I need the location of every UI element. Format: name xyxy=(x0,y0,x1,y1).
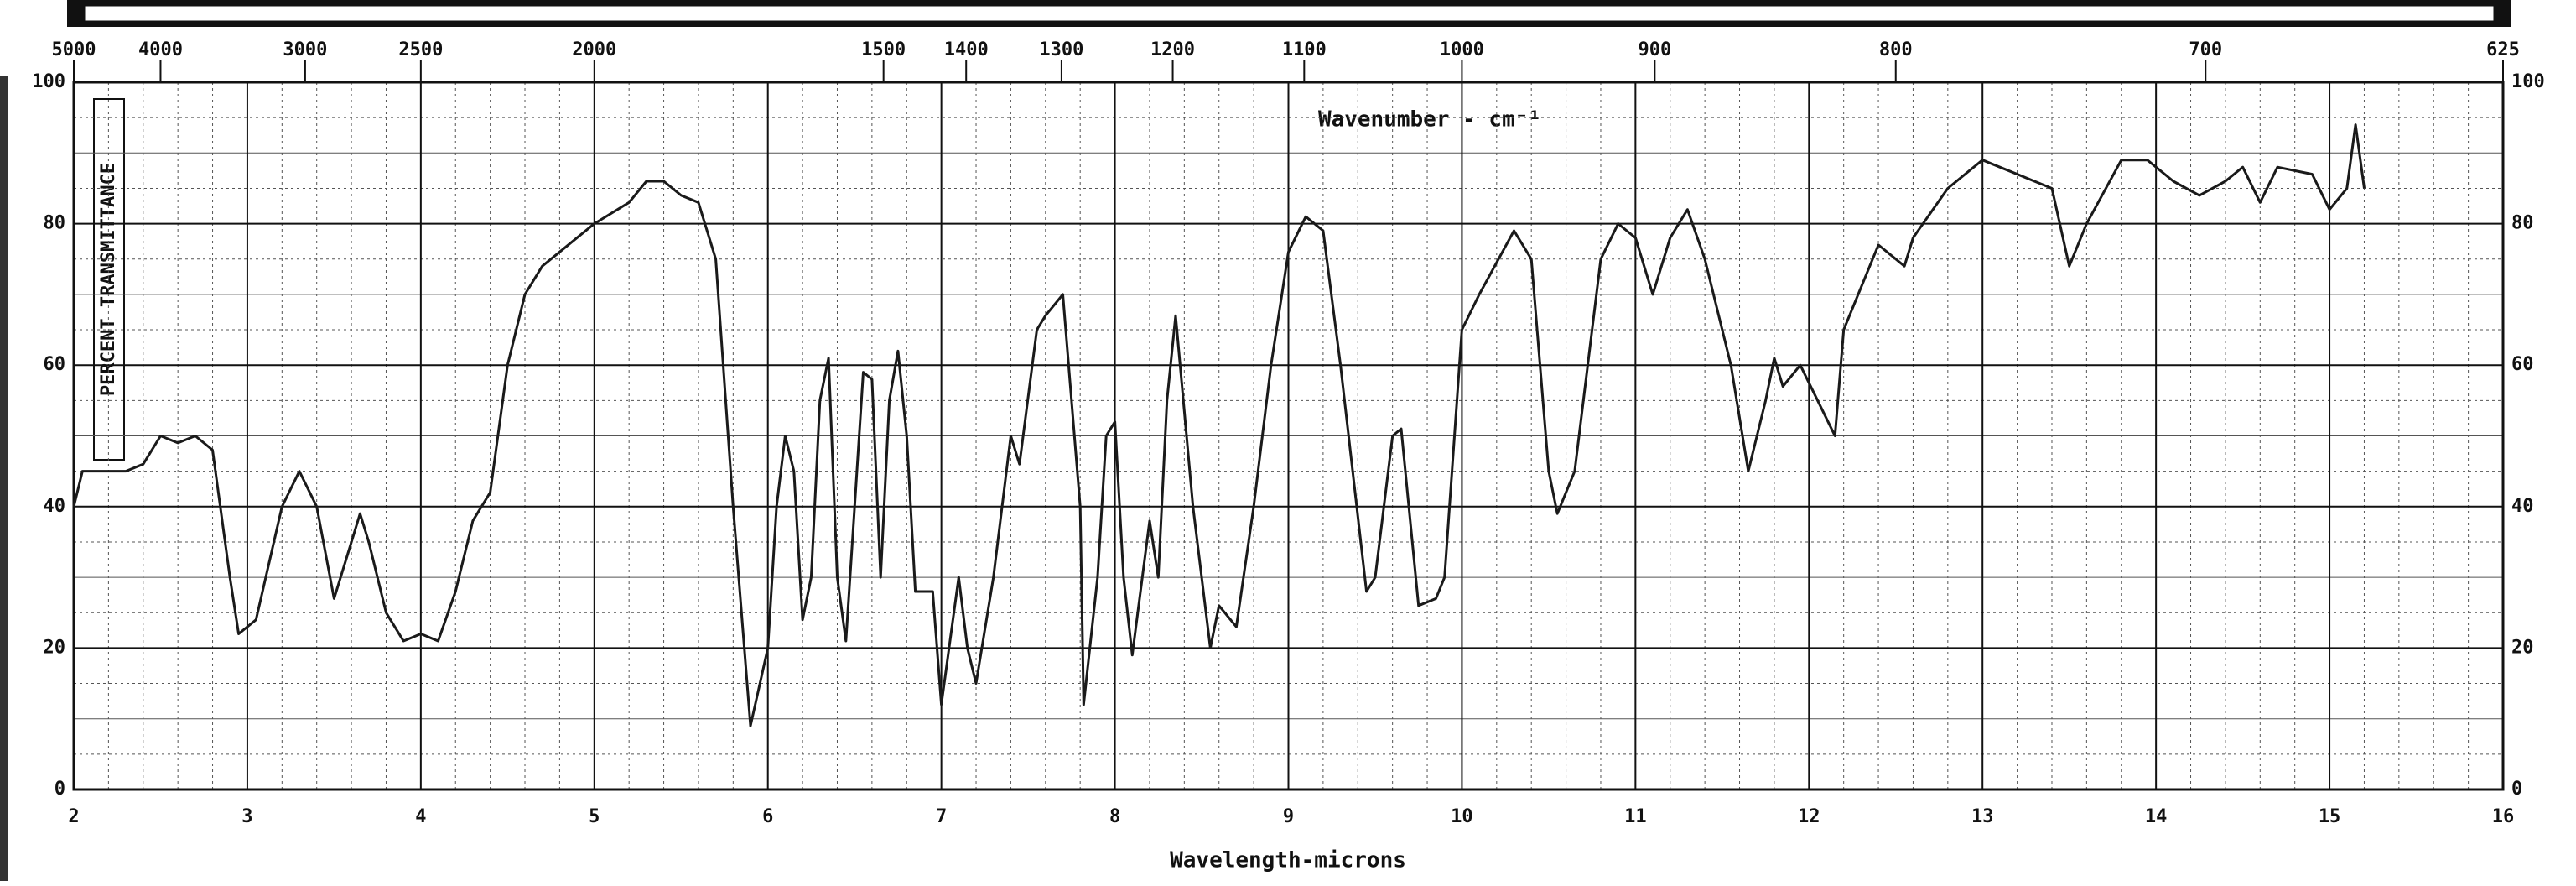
x-tick-label: 15 xyxy=(2319,806,2341,827)
x2-tick-label: 4000 xyxy=(138,39,183,60)
y-tick-label: 60 xyxy=(44,354,66,375)
annotation: Wavenumber - cm⁻¹ xyxy=(1318,107,1541,133)
y-axis-label: PERCENT TRANSMITTANCE xyxy=(98,163,119,396)
top-band-frame xyxy=(82,3,2496,23)
y-tick-label: 100 xyxy=(32,71,65,92)
x-tick-label: 16 xyxy=(2492,806,2515,827)
x2-tick-label: 1100 xyxy=(1282,39,1327,60)
x2-tick-label: 1500 xyxy=(861,39,906,60)
x-tick-label: 3 xyxy=(242,806,252,827)
y-tick-label-right: 0 xyxy=(2511,779,2522,800)
x-tick-label: 5 xyxy=(589,806,600,827)
y-label-box xyxy=(93,98,125,461)
x2-tick-label: 2000 xyxy=(572,39,616,60)
x-tick-label: 9 xyxy=(1283,806,1294,827)
x-axis-label: Wavelength-microns xyxy=(1170,848,1406,873)
x2-tick-label: 1400 xyxy=(944,39,989,60)
y-tick-label-right: 100 xyxy=(2511,71,2545,92)
y-tick-label: 20 xyxy=(44,637,66,658)
plot-frame xyxy=(72,81,2505,791)
x2-tick-label: 1200 xyxy=(1150,39,1195,60)
x2-tick-label: 700 xyxy=(2189,39,2222,60)
x2-tick-label: 3000 xyxy=(283,39,327,60)
x2-tick-label: 1000 xyxy=(1440,39,1484,60)
x2-tick-label: 625 xyxy=(2486,39,2520,60)
edge-strip xyxy=(0,76,8,881)
y-tick-label: 80 xyxy=(44,213,66,234)
y-tick-label-right: 80 xyxy=(2511,213,2534,234)
x-tick-label: 4 xyxy=(415,806,426,827)
x2-tick-label: 5000 xyxy=(52,39,96,60)
x-tick-label: 2 xyxy=(68,806,79,827)
x2-tick-label: 2500 xyxy=(398,39,443,60)
x-tick-label: 10 xyxy=(1451,806,1473,827)
y-tick-label-right: 20 xyxy=(2511,637,2534,658)
x2-tick-label: 1300 xyxy=(1039,39,1083,60)
x-tick-label: 12 xyxy=(1798,806,1820,827)
x-tick-label: 14 xyxy=(2145,806,2168,827)
spectrum-line xyxy=(72,123,2366,727)
y-tick-label-right: 60 xyxy=(2511,354,2534,375)
x-tick-label: 8 xyxy=(1109,806,1120,827)
y-tick-label-right: 40 xyxy=(2511,496,2534,517)
x2-tick-label: 800 xyxy=(1879,39,1913,60)
x-tick-label: 7 xyxy=(936,806,947,827)
y-tick-label: 40 xyxy=(44,496,66,517)
x-tick-label: 11 xyxy=(1624,806,1647,827)
x2-tick-label: 900 xyxy=(1638,39,1671,60)
x-tick-label: 6 xyxy=(762,806,773,827)
y-tick-label: 0 xyxy=(55,779,65,800)
x-tick-label: 13 xyxy=(1971,806,1994,827)
